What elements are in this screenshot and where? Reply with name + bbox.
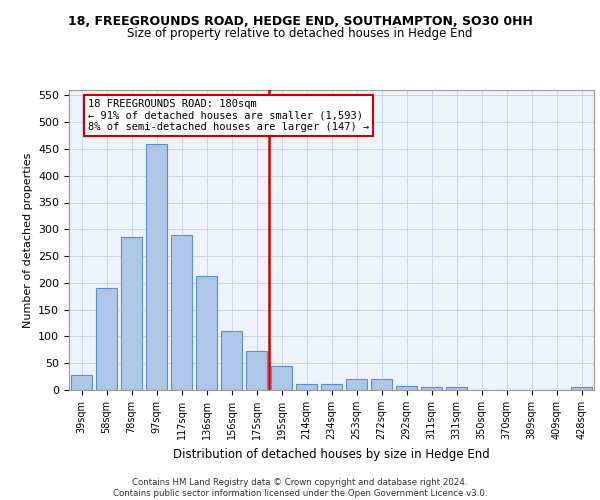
Bar	[396, 386, 417, 390]
Bar	[296, 384, 317, 390]
Text: 18 FREEGROUNDS ROAD: 180sqm
← 91% of detached houses are smaller (1,593)
8% of s: 18 FREEGROUNDS ROAD: 180sqm ← 91% of det…	[88, 99, 369, 132]
Text: Contains HM Land Registry data © Crown copyright and database right 2024.
Contai: Contains HM Land Registry data © Crown c…	[113, 478, 487, 498]
Bar	[346, 380, 367, 390]
Y-axis label: Number of detached properties: Number of detached properties	[23, 152, 32, 328]
Bar	[96, 288, 117, 390]
Bar	[171, 234, 192, 390]
Bar	[246, 352, 267, 390]
Bar	[446, 388, 467, 390]
X-axis label: Distribution of detached houses by size in Hedge End: Distribution of detached houses by size …	[173, 448, 490, 460]
Bar	[271, 366, 292, 390]
Bar	[121, 238, 142, 390]
Text: Size of property relative to detached houses in Hedge End: Size of property relative to detached ho…	[127, 28, 473, 40]
Bar	[571, 388, 592, 390]
Text: 18, FREEGROUNDS ROAD, HEDGE END, SOUTHAMPTON, SO30 0HH: 18, FREEGROUNDS ROAD, HEDGE END, SOUTHAM…	[68, 15, 532, 28]
Bar	[371, 380, 392, 390]
Bar	[321, 384, 342, 390]
Bar	[146, 144, 167, 390]
Bar	[71, 375, 92, 390]
Bar	[421, 388, 442, 390]
Bar	[196, 276, 217, 390]
Bar	[221, 331, 242, 390]
